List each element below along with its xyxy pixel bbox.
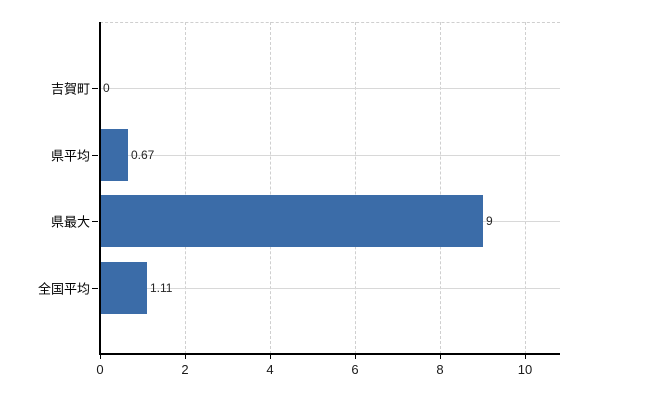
x-axis-tick [440, 354, 441, 359]
x-axis-tick [270, 354, 271, 359]
x-axis-tick [100, 354, 101, 359]
y-axis-line [99, 22, 101, 354]
horizontal-gridline [100, 288, 560, 289]
horizontal-gridline [100, 88, 560, 89]
y-axis-tick [92, 288, 98, 289]
bar-県平均 [100, 129, 128, 181]
bar-県最大 [100, 195, 483, 247]
bar-value-label: 9 [486, 214, 493, 228]
x-axis-tick [355, 354, 356, 359]
category-label: 県平均 [50, 148, 90, 164]
y-axis-tick [92, 221, 98, 222]
x-axis-tick [525, 354, 526, 359]
x-axis-tick-label: 4 [266, 362, 274, 377]
vertical-gridline [525, 22, 526, 354]
x-axis-line [99, 353, 560, 355]
bar-value-label: 1.11 [150, 281, 173, 295]
x-axis-tick-label: 0 [96, 362, 104, 377]
bar-value-label: 0 [103, 81, 110, 95]
x-axis-tick-label: 2 [181, 362, 189, 377]
bar-全国平均 [100, 262, 147, 314]
vertical-gridline [355, 22, 356, 354]
category-label: 吉賀町 [50, 81, 90, 97]
vertical-gridline [270, 22, 271, 354]
x-axis-tick-label: 6 [351, 362, 359, 377]
bar-value-label: 0.67 [131, 148, 155, 162]
category-label: 県最大 [50, 214, 90, 230]
x-axis-tick [185, 354, 186, 359]
plot-top-border [100, 22, 560, 23]
vertical-gridline [440, 22, 441, 354]
horizontal-gridline [100, 155, 560, 156]
x-axis-tick-label: 10 [517, 362, 533, 377]
category-label: 全国平均 [37, 281, 90, 297]
x-axis-tick-label: 8 [436, 362, 444, 377]
vertical-gridline [185, 22, 186, 354]
y-axis-tick [92, 88, 98, 89]
y-axis-tick [92, 155, 98, 156]
